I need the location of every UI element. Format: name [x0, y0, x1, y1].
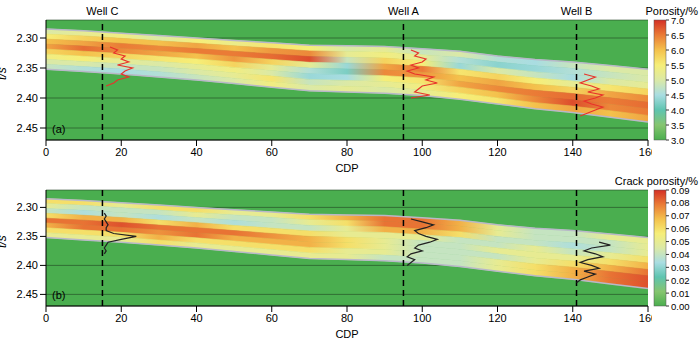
svg-text:0: 0	[43, 312, 49, 324]
html-text:(b): (b)	[52, 289, 66, 301]
svg-text:5.0: 5.0	[671, 75, 684, 86]
svg-text:80: 80	[341, 312, 353, 324]
svg-text:0.07: 0.07	[671, 210, 690, 221]
svg-text:0.08: 0.08	[671, 197, 690, 208]
svg-text:0.06: 0.06	[671, 223, 690, 234]
svg-text:60: 60	[266, 312, 278, 324]
html-text:Porosity/%: Porosity/%	[645, 5, 698, 17]
svg-text:t/s: t/s	[0, 235, 9, 248]
svg-text:140: 140	[564, 146, 582, 158]
svg-text:0.09: 0.09	[671, 184, 690, 196]
svg-text:6.0: 6.0	[671, 45, 684, 56]
html-text:(a): (a)	[52, 123, 66, 135]
svg-text:0.05: 0.05	[671, 236, 690, 247]
svg-text:4.5: 4.5	[671, 90, 684, 101]
svg-text:0.01: 0.01	[671, 288, 690, 299]
svg-text:2.40: 2.40	[17, 259, 38, 271]
svg-text:100: 100	[413, 312, 431, 324]
svg-text:0.02: 0.02	[671, 275, 690, 286]
svg-text:40: 40	[190, 312, 202, 324]
svg-text:160: 160	[639, 312, 652, 324]
svg-text:CDP: CDP	[335, 162, 358, 172]
svg-text:60: 60	[266, 146, 278, 158]
svg-text:Well A: Well A	[388, 5, 420, 17]
svg-text:20: 20	[115, 146, 127, 158]
svg-text:3.5: 3.5	[671, 120, 684, 131]
svg-text:Well C: Well C	[86, 5, 118, 17]
svg-text:0.00: 0.00	[671, 301, 690, 312]
svg-text:120: 120	[488, 312, 506, 324]
svg-text:2.45: 2.45	[17, 122, 38, 134]
svg-text:120: 120	[488, 146, 506, 158]
svg-text:2.45: 2.45	[17, 288, 38, 300]
svg-text:6.5: 6.5	[671, 30, 684, 41]
svg-text:2.30: 2.30	[17, 201, 38, 213]
svg-text:0: 0	[43, 146, 49, 158]
svg-text:160: 160	[639, 146, 652, 158]
svg-text:80: 80	[341, 146, 353, 158]
svg-text:CDP: CDP	[335, 328, 358, 338]
svg-text:0.04: 0.04	[671, 249, 690, 260]
svg-text:3.0: 3.0	[671, 135, 684, 146]
svg-text:4.0: 4.0	[671, 105, 684, 116]
svg-text:20: 20	[115, 312, 127, 324]
svg-text:140: 140	[564, 312, 582, 324]
svg-text:2.35: 2.35	[17, 230, 38, 242]
svg-text:2.30: 2.30	[17, 32, 38, 44]
svg-text:5.5: 5.5	[671, 60, 684, 71]
svg-text:0.03: 0.03	[671, 262, 690, 273]
html-text:Crack porosity/%: Crack porosity/%	[614, 175, 698, 187]
svg-text:40: 40	[190, 146, 202, 158]
svg-text:Well B: Well B	[561, 5, 593, 17]
svg-text:100: 100	[413, 146, 431, 158]
svg-text:2.35: 2.35	[17, 62, 38, 74]
svg-text:2.40: 2.40	[17, 92, 38, 104]
svg-text:t/s: t/s	[0, 67, 9, 80]
svg-text:7.0: 7.0	[671, 14, 685, 26]
